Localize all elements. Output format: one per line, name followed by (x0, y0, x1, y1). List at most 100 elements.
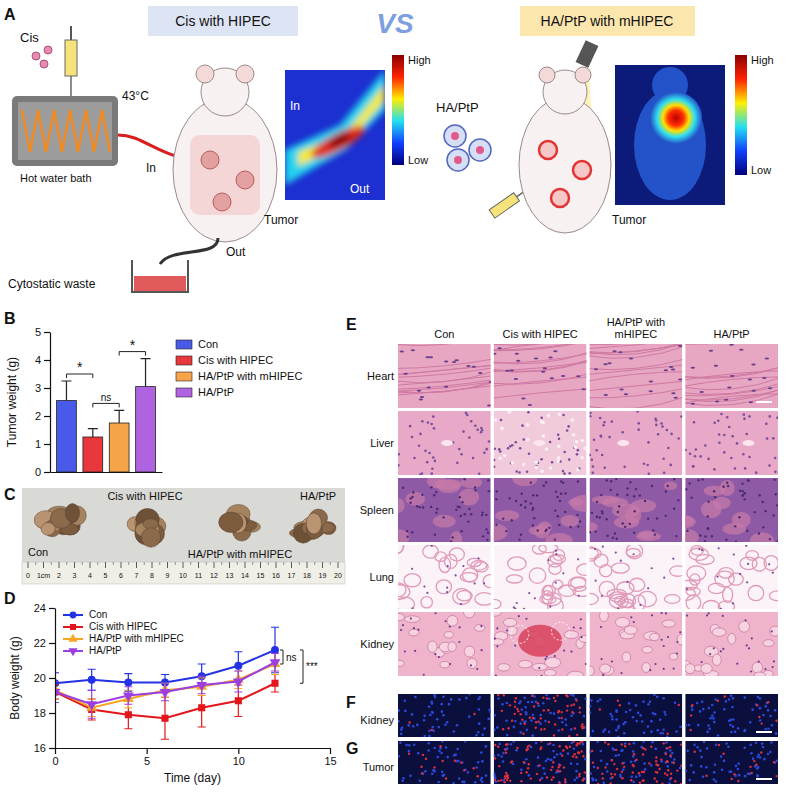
y-tick: 24 (34, 602, 55, 614)
nucleus-stain (714, 763, 717, 766)
signal-stain (497, 694, 499, 696)
ruler-tick (74, 562, 75, 568)
ruler-tick (90, 562, 91, 568)
nucleus (569, 526, 571, 528)
nucleus (619, 389, 623, 391)
signal-stain (678, 704, 680, 706)
signal-stain (579, 707, 581, 709)
signal-stain (507, 727, 509, 729)
nucleus-stain (429, 714, 432, 717)
ruler-label: 1cm (37, 572, 50, 579)
nucleus-stain (699, 710, 702, 713)
nucleus (686, 588, 688, 590)
nucleus-stain (440, 752, 443, 755)
nucleus-stain (603, 781, 606, 784)
fiber (685, 383, 778, 395)
nucleus-stain (649, 700, 652, 703)
tumor-label: Tumor (264, 213, 298, 227)
nucleus (603, 363, 607, 365)
nucleus (692, 465, 695, 468)
nucleus-stain (675, 730, 678, 733)
nucleus (432, 456, 435, 459)
signal-stain (753, 760, 755, 762)
red-pulp (545, 533, 573, 542)
molecule (44, 46, 52, 54)
nucleus-stain (553, 712, 556, 715)
nucleus (548, 527, 550, 529)
error-bar (88, 429, 98, 437)
nucleus (678, 378, 682, 380)
fluorescence-image (590, 694, 683, 737)
nucleus (663, 577, 665, 579)
signal-stain (553, 734, 555, 736)
y-tick: 4 (35, 354, 50, 366)
alveolus (475, 593, 491, 606)
signal-stain (722, 753, 724, 755)
nucleus (772, 514, 774, 516)
nucleus-stain (434, 747, 437, 750)
nucleus-stain (461, 761, 464, 764)
y-tick-mark (44, 444, 50, 445)
alveolus (435, 552, 447, 561)
alveolus (529, 568, 545, 584)
signal-stain (504, 777, 506, 779)
nucleus-stain (530, 719, 533, 722)
alveolus (590, 593, 599, 604)
nucleus (426, 592, 428, 594)
nucleus (771, 630, 773, 632)
nucleus (413, 457, 416, 460)
marker (271, 646, 279, 654)
nucleus-stain (539, 714, 542, 717)
signal-stain (730, 778, 732, 780)
nucleus-stain (467, 771, 470, 774)
nucleus-stain (744, 729, 747, 732)
heat-map-bg (285, 70, 385, 200)
nucleus (559, 500, 561, 502)
nucleus-stain (436, 718, 439, 721)
signal-stain (621, 771, 623, 773)
nucleus-stain (666, 765, 669, 768)
nucleus (661, 612, 663, 614)
red-pulp (495, 510, 519, 521)
nucleus (541, 371, 545, 373)
legend-label: Con (198, 338, 218, 350)
histology-image (494, 344, 587, 408)
nucleus (515, 470, 518, 473)
red-pulp (512, 478, 537, 486)
nucleus (758, 532, 760, 534)
nucleus-stain (454, 753, 457, 756)
nucleus (715, 400, 719, 402)
alveolus (626, 545, 642, 559)
nucleus (577, 449, 580, 452)
marker (270, 659, 281, 668)
molecule (32, 52, 40, 60)
tubule (650, 633, 660, 640)
signal-stain (617, 700, 619, 702)
nucleus (665, 490, 667, 492)
nucleus (470, 420, 473, 423)
y-tick-mark (49, 748, 55, 749)
ruler-label: 12 (210, 572, 218, 579)
nucleus (663, 471, 666, 474)
nucleus (540, 416, 543, 419)
nucleus (470, 513, 472, 515)
nucleus-stain (437, 726, 440, 729)
nucleus (521, 493, 523, 495)
vacuole (494, 418, 498, 422)
vacuole (574, 445, 578, 449)
error-bar (141, 359, 151, 387)
nucleus-stain (446, 756, 449, 759)
nucleus-stain (456, 724, 459, 727)
nucleus-stain (468, 715, 471, 718)
row-label: Kidney (360, 638, 394, 650)
nucleus-stain (632, 755, 635, 758)
alveolus (686, 587, 700, 595)
nucleus-stain (641, 720, 644, 723)
nucleus-stain (528, 774, 531, 777)
nucleus (755, 471, 758, 474)
fluorescence-image (398, 694, 491, 737)
nucleus (744, 619, 746, 621)
signal-stain (642, 753, 644, 755)
nucleus (680, 415, 682, 418)
tubule (503, 618, 516, 626)
